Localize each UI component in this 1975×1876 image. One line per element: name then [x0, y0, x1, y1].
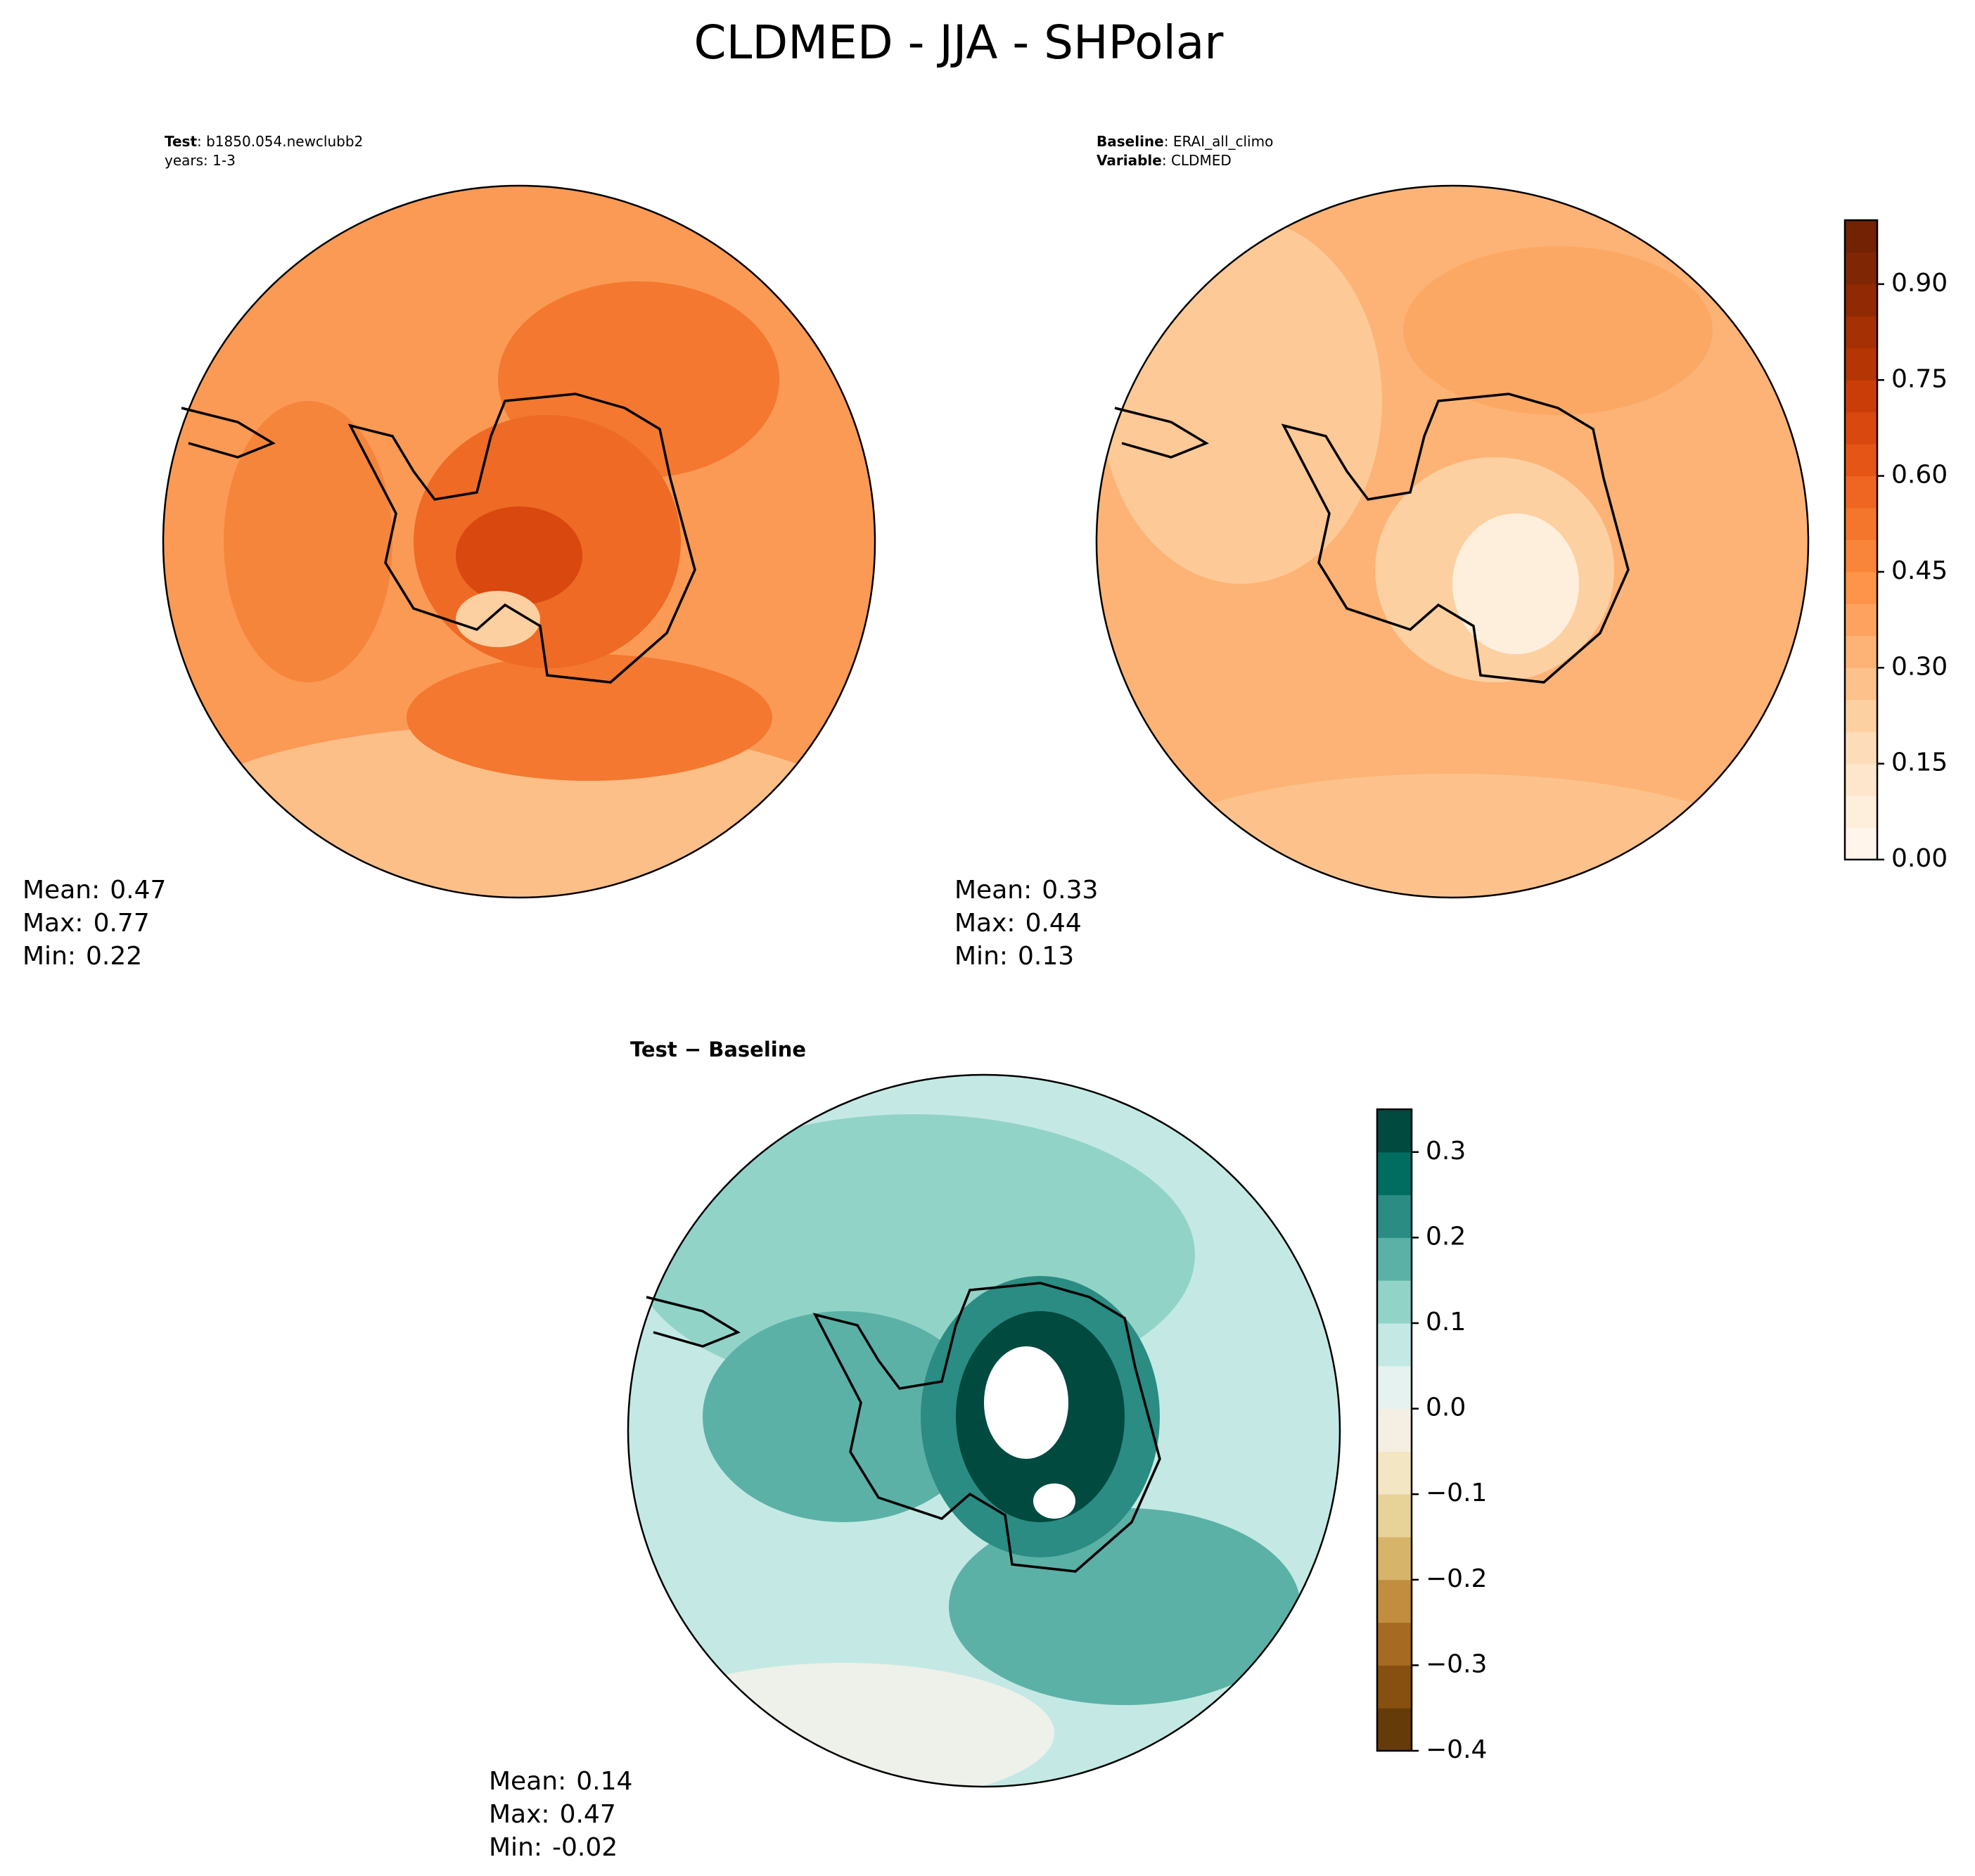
colorbar-band — [1377, 1537, 1412, 1581]
header-value: : CLDMED — [1162, 152, 1232, 169]
colorbar-band — [1845, 635, 1877, 668]
header-key: Test — [165, 133, 197, 150]
stat-label: Min: — [954, 942, 1008, 971]
colorbar-band — [1845, 732, 1877, 765]
colorbar-frame — [1376, 1108, 1413, 1752]
colorbar-band — [1845, 540, 1877, 573]
colorbar-band — [1845, 699, 1877, 732]
stat-text: Max: 0.44 — [954, 909, 1082, 938]
colorbar-band — [1377, 1451, 1412, 1495]
colorbar-band — [1845, 347, 1877, 381]
panel-header: years: 1-3 — [165, 152, 236, 169]
colorbar-tick-label: 0.15 — [1891, 748, 1948, 777]
stat-text: Max: 0.47 — [489, 1800, 616, 1829]
header-value: years: 1-3 — [165, 152, 236, 169]
colorbar-band — [1845, 827, 1877, 860]
map-panel — [1095, 184, 1810, 899]
colorbar-tick-label: 0.75 — [1891, 364, 1948, 393]
panel-header: Variable: CLDMED — [1097, 152, 1232, 169]
colorbar-tick-label: 0.0 — [1426, 1393, 1466, 1422]
colorbar-band — [1845, 316, 1877, 349]
colorbar-tick-label: 0.90 — [1891, 269, 1948, 298]
colorbar-tick-label: −0.2 — [1426, 1564, 1487, 1593]
stat-text: Min: -0.02 — [489, 1833, 618, 1862]
stat-value: 0.44 — [1025, 909, 1082, 938]
colorbar-tick-label: −0.4 — [1426, 1735, 1487, 1764]
header-value: : ERAI_all_climo — [1164, 133, 1274, 150]
colorbar-band — [1377, 1622, 1412, 1666]
stat-text: Max: 0.77 — [23, 909, 150, 938]
colorbar-band — [1845, 476, 1877, 509]
map-panel — [162, 184, 876, 899]
colorbar-tick-label: −0.3 — [1426, 1650, 1487, 1678]
stat-label: Mean: — [954, 876, 1032, 905]
panel-header: Baseline: ERAI_all_climo — [1097, 133, 1273, 150]
stat-value: 0.22 — [86, 942, 142, 971]
stat-value: 0.14 — [576, 1767, 632, 1796]
figure-title: CLDMED - JJA - SHPolar — [694, 15, 1225, 70]
stat-label: Max: — [954, 909, 1016, 938]
colorbar-band — [1377, 1280, 1412, 1324]
colorbar-band — [1845, 571, 1877, 604]
colorbar-band — [1377, 1579, 1412, 1623]
header-key: Test − Baseline — [630, 1038, 806, 1061]
colorbar-band — [1377, 1408, 1412, 1452]
stat-label: Min: — [489, 1833, 542, 1862]
stat-text: Mean: 0.47 — [23, 876, 166, 905]
header-key: Baseline — [1097, 133, 1164, 150]
stat-value: 0.47 — [560, 1800, 616, 1829]
colorbar-band — [1845, 796, 1877, 829]
colorbar-band — [1845, 380, 1877, 413]
stat-text: Min: 0.22 — [23, 942, 142, 971]
header-key: Variable — [1097, 152, 1162, 169]
stat-value: 0.47 — [110, 876, 166, 905]
colorbar-band — [1845, 220, 1877, 253]
colorbar-band — [1377, 1494, 1412, 1538]
colorbar-band — [1845, 252, 1877, 285]
colorbar-band — [1845, 604, 1877, 637]
stat-value: 0.13 — [1018, 942, 1074, 971]
colorbar-tick-label: 0.45 — [1891, 556, 1948, 585]
colorbar-tick-label: 0.00 — [1891, 844, 1948, 873]
colorbar-band — [1377, 1708, 1412, 1751]
colorbar-frame — [1843, 219, 1879, 861]
colorbar-band — [1377, 1323, 1412, 1367]
colorbar-band — [1845, 763, 1877, 796]
colorbar-tick-label: −0.1 — [1426, 1479, 1487, 1507]
stat-value: -0.02 — [552, 1833, 618, 1862]
header-value: : b1850.054.newclubb2 — [197, 133, 363, 150]
stat-label: Max: — [23, 909, 84, 938]
stat-label: Min: — [23, 942, 76, 971]
stat-value: 0.33 — [1042, 876, 1098, 905]
colorbar-band — [1845, 668, 1877, 701]
stat-text: Mean: 0.14 — [489, 1767, 632, 1796]
colorbar-tick-label: 0.1 — [1426, 1308, 1466, 1336]
colorbar-band — [1845, 411, 1877, 445]
colorbar-band — [1377, 1194, 1412, 1238]
colorbar-tick-label: 0.30 — [1891, 652, 1948, 681]
stat-label: Mean: — [489, 1767, 566, 1796]
colorbar-tick-label: 0.2 — [1426, 1222, 1466, 1251]
colorbar-tick-label: 0.3 — [1426, 1137, 1466, 1166]
stat-text: Min: 0.13 — [954, 942, 1074, 971]
colorbar-band — [1377, 1365, 1412, 1410]
map-panel — [627, 1073, 1341, 1788]
colorbar-band — [1377, 1237, 1412, 1281]
colorbar-band — [1845, 444, 1877, 477]
colorbar-band — [1377, 1151, 1412, 1196]
colorbar-band — [1845, 283, 1877, 317]
stat-value: 0.77 — [94, 909, 150, 938]
stat-text: Mean: 0.33 — [954, 876, 1098, 905]
panel-header: Test: b1850.054.newclubb2 — [165, 133, 363, 150]
colorbar-band — [1377, 1665, 1412, 1709]
stat-label: Max: — [489, 1800, 550, 1829]
panel-header: Test − Baseline — [630, 1038, 806, 1061]
colorbar-tick-label: 0.60 — [1891, 461, 1948, 490]
stat-label: Mean: — [23, 876, 100, 905]
colorbar-band — [1845, 508, 1877, 540]
colorbar-band — [1377, 1109, 1412, 1153]
